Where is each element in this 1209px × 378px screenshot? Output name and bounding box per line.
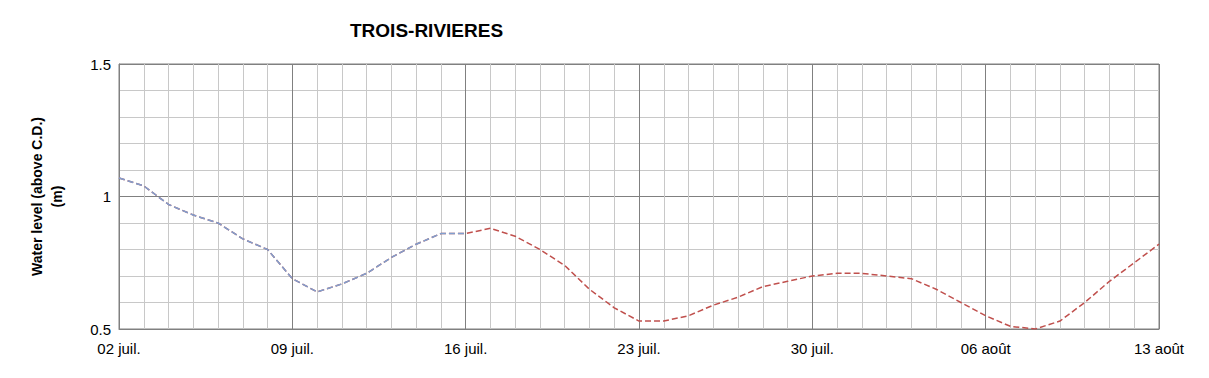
- svg-text:TROIS-RIVIERES: TROIS-RIVIERES: [350, 20, 503, 41]
- svg-text:30 juil.: 30 juil.: [791, 340, 834, 357]
- svg-text:06 août: 06 août: [961, 340, 1012, 357]
- svg-text:Water level (above C.D.): Water level (above C.D.): [29, 117, 45, 276]
- svg-text:16 juil.: 16 juil.: [444, 340, 487, 357]
- svg-text:0.5: 0.5: [90, 321, 111, 338]
- svg-text:1: 1: [103, 188, 111, 205]
- svg-text:(m): (m): [49, 186, 65, 208]
- svg-text:1.5: 1.5: [90, 56, 111, 73]
- svg-text:02 juil.: 02 juil.: [97, 340, 140, 357]
- svg-text:13 août: 13 août: [1134, 340, 1185, 357]
- svg-text:09 juil.: 09 juil.: [271, 340, 314, 357]
- svg-text:23 juil.: 23 juil.: [617, 340, 660, 357]
